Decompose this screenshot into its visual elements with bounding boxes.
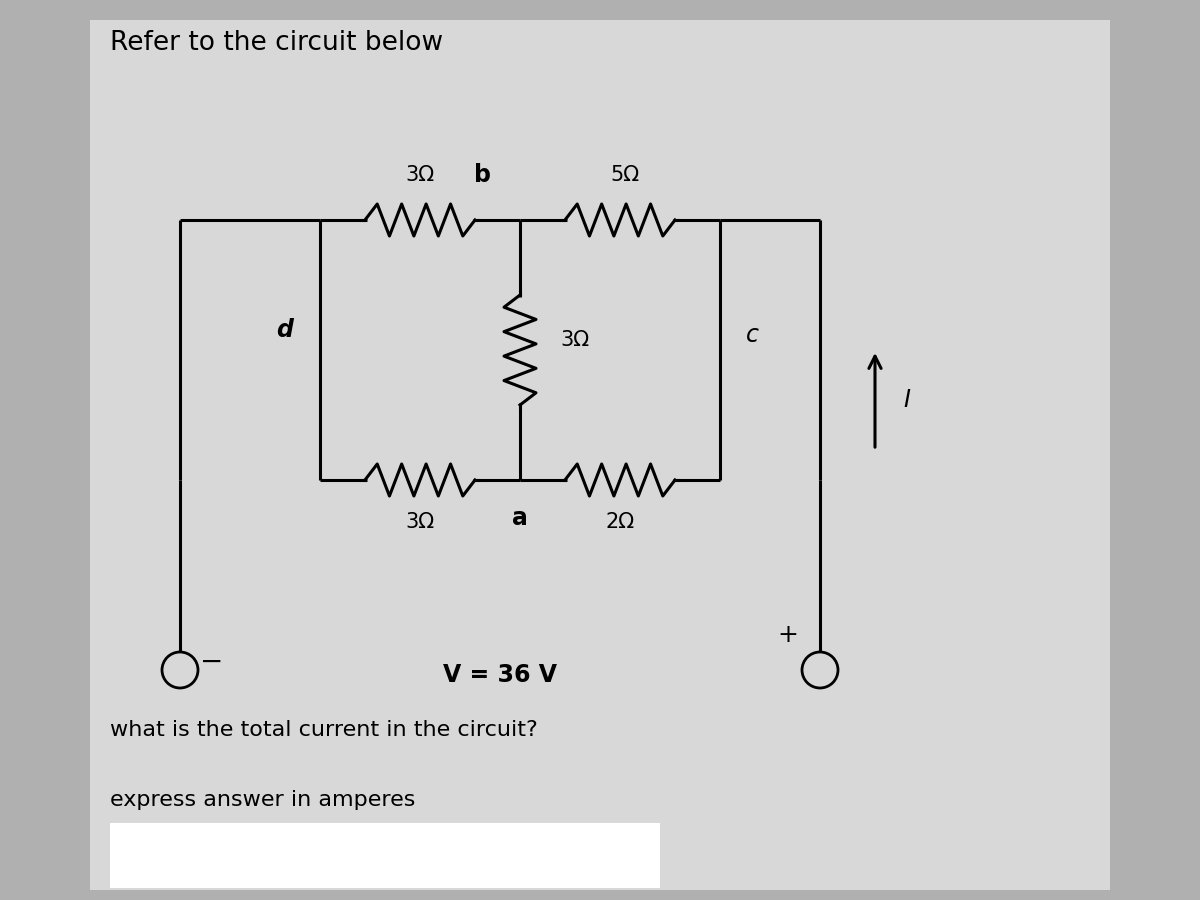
- Text: c: c: [745, 323, 758, 347]
- FancyBboxPatch shape: [110, 823, 660, 888]
- Text: 3Ω: 3Ω: [406, 165, 434, 185]
- Text: a: a: [512, 506, 528, 530]
- Text: Refer to the circuit below: Refer to the circuit below: [110, 30, 443, 56]
- Text: 3Ω: 3Ω: [560, 330, 589, 350]
- Text: b: b: [474, 163, 491, 187]
- Text: 3Ω: 3Ω: [406, 512, 434, 532]
- FancyBboxPatch shape: [90, 20, 1110, 890]
- Text: what is the total current in the circuit?: what is the total current in the circuit…: [110, 720, 538, 740]
- Text: d: d: [276, 318, 294, 342]
- Text: I: I: [904, 388, 911, 412]
- Text: −: −: [200, 648, 223, 676]
- Text: 2Ω: 2Ω: [606, 512, 635, 532]
- Text: V = 36 V: V = 36 V: [443, 663, 557, 687]
- Text: 5Ω: 5Ω: [611, 165, 640, 185]
- Text: +: +: [778, 623, 798, 647]
- Text: express answer in amperes: express answer in amperes: [110, 790, 415, 810]
